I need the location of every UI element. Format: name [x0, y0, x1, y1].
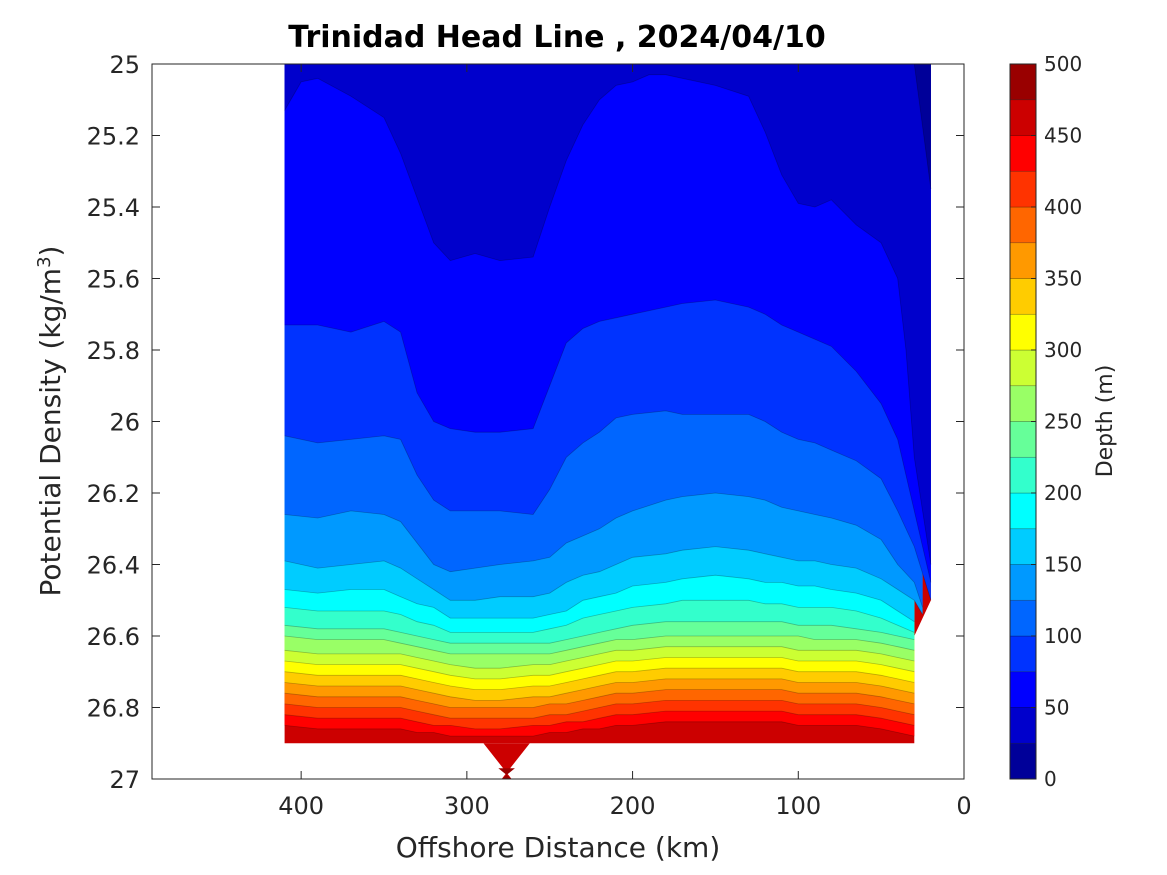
colorbar-swatch-275: [1009, 349, 1037, 387]
colorbar-ticks: 0 50 100 150 200 250 300 350 400 450 500: [1031, 52, 1082, 791]
y-tick-label: 25: [109, 51, 140, 79]
depth-contour-line-150: [284, 546, 923, 615]
y-tick-label: 25.2: [87, 123, 140, 151]
colorbar-swatch-50: [1009, 671, 1037, 708]
colorbar-swatch-350: [1009, 242, 1037, 279]
colorbar-swatch-425: [1009, 135, 1037, 172]
depth-contour-line-75: [284, 299, 932, 583]
y-tick-label: 26.4: [87, 552, 140, 580]
colorbar-swatch-475: [1009, 63, 1037, 101]
x-axis-ticks: 400 300 200 100 0: [278, 64, 972, 820]
y-tick-label: 26: [109, 409, 140, 437]
depth-contour-line-350: [284, 678, 915, 701]
colorbar-tick-label: 350: [1044, 267, 1082, 291]
colorbar-swatch-100: [1009, 599, 1037, 637]
y-tick-label: 26.2: [87, 480, 140, 508]
y-tick-label: 25.6: [87, 266, 140, 294]
x-axis-label: Offshore Distance (km): [396, 831, 721, 864]
colorbar-tick-label: 500: [1044, 52, 1082, 76]
colorbar-swatch-175: [1009, 492, 1037, 530]
depth-contour-line-275: [284, 646, 915, 669]
x-tick-label: 400: [278, 792, 324, 820]
depth-band-25: [914, 64, 931, 190]
colorbar-tick-label: 300: [1044, 338, 1082, 362]
colorbar-tick-label: 0: [1044, 767, 1057, 791]
colorbar-tick-label: 250: [1044, 410, 1082, 434]
colorbar-swatch-325: [1009, 278, 1037, 315]
depth-contour-line-400: [284, 700, 915, 719]
depth-contour-line-225: [284, 621, 915, 644]
depth-band-50: [284, 64, 931, 565]
colorbar-tick-label: 200: [1044, 481, 1082, 505]
colorbar-tick-label: 400: [1044, 195, 1082, 219]
plot-area: 400 300 200 100 0 25 25.2 25.4 25.6 25.8 26 26.2 26…: [87, 51, 972, 820]
depth-contour-bands: [284, 64, 932, 779]
colorbar-swatch-300: [1009, 313, 1037, 351]
colorbar: 0 50 100 150 200 250 300 350 400 450 500 Depth (m): [1009, 52, 1118, 791]
depth-contour-line-300: [284, 657, 915, 680]
depth-band-notch: [483, 743, 530, 779]
colorbar-swatch-25: [1009, 707, 1037, 744]
depth-contour-line-50: [284, 74, 932, 565]
colorbar-swatch-400: [1009, 170, 1037, 208]
depth-contour-line-325: [284, 667, 915, 690]
y-axis-label-main: Potential Density (kg/m: [34, 268, 67, 597]
colorbar-swatch-150: [1009, 528, 1037, 565]
colorbar-tick-label: 150: [1044, 553, 1082, 577]
colorbar-tick-label: 100: [1044, 624, 1082, 648]
y-tick-label: 25.4: [87, 194, 140, 222]
y-axis-label-superscript: 3: [34, 256, 55, 267]
y-tick-label: 26.8: [87, 695, 140, 723]
depth-contour-line-375: [284, 689, 915, 708]
x-tick-label: 200: [610, 792, 656, 820]
y-axis-ticks: 25 25.2 25.4 25.6 25.8 26 26.2 26.4 26.6 26.8 27: [87, 51, 964, 794]
x-tick-label: 300: [444, 792, 490, 820]
colorbar-label: Depth (m): [1093, 365, 1118, 478]
x-tick-label: 100: [775, 792, 821, 820]
y-axis-label: Potential Density (kg/m3): [34, 246, 68, 597]
depth-contour-line-200: [284, 599, 915, 633]
colorbar-swatch-225: [1009, 421, 1037, 458]
colorbar-tick-label: 50: [1044, 696, 1069, 720]
y-axis-label-tail: ): [34, 246, 67, 257]
chart-title: Trinidad Head Line , 2024/04/10: [288, 20, 825, 55]
colorbar-swatch-200: [1009, 456, 1037, 494]
depth-contour-line-250: [284, 635, 915, 655]
depth-contour-line-125: [284, 492, 923, 608]
depth-contour-line-425: [284, 710, 915, 730]
x-tick-label: 0: [956, 792, 971, 820]
depth-contour-line-25: [913, 64, 932, 190]
colorbar-swatch-75: [1009, 635, 1037, 673]
colorbar-tick-label: 450: [1044, 124, 1082, 148]
y-tick-label: 27: [109, 766, 140, 794]
depth-band-notch-deep: [498, 768, 515, 779]
colorbar-swatch-375: [1009, 206, 1037, 244]
colorbar-swatch-0: [1009, 742, 1037, 780]
depth-contour-line-100: [284, 410, 932, 601]
y-tick-label: 25.8: [87, 337, 140, 365]
colorbar-swatch-450: [1009, 99, 1037, 136]
colorbar-swatch-250: [1009, 385, 1037, 422]
colorbar-swatch-125: [1009, 564, 1037, 601]
depth-contour-line-450: [284, 721, 915, 737]
y-tick-label: 26.6: [87, 623, 140, 651]
depth-contour-line-175: [284, 574, 915, 623]
